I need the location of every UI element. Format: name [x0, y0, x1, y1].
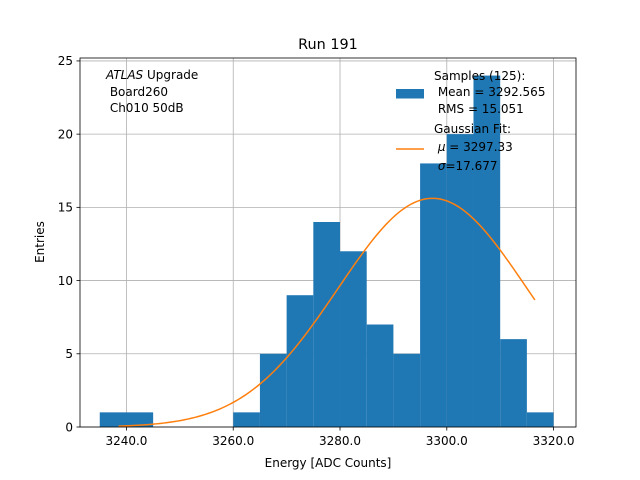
- y-tick-label-2: 10: [58, 274, 73, 288]
- annotation-channel: Ch010 50dB: [106, 101, 184, 115]
- atlas-annotation: ATLAS Upgrade Board260 Ch010 50dB: [105, 68, 198, 115]
- x-tick-label-3: 3300.0: [426, 434, 468, 448]
- legend-fit-mu: μ = 3297.33: [434, 140, 513, 154]
- legend-mu-value: = 3297.33: [445, 140, 512, 154]
- y-tick-label-5: 25: [58, 54, 73, 68]
- axes-frame: [79, 57, 577, 428]
- histogram-bar-5: [340, 251, 367, 427]
- x-axis-label: Energy [ADC Counts]: [265, 456, 392, 470]
- x-tick-label-4: 3320.0: [533, 434, 575, 448]
- histogram-bar-9: [446, 134, 474, 427]
- legend-fit-sigma: σ=17.677: [434, 159, 497, 173]
- legend-sigma-symbol: σ: [438, 159, 446, 173]
- x-axis-ticks: 3240.0 3260.0 3280.0 3300.0 3320.0: [105, 427, 575, 448]
- annotation-board: Board260: [106, 85, 168, 99]
- annotation-atlas: ATLAS: [105, 68, 144, 82]
- legend-fit-title: Gaussian Fit:: [434, 122, 511, 136]
- legend-samples-mean: Mean = 3292.565: [434, 85, 545, 99]
- histogram-bar-11: [500, 339, 527, 427]
- histogram-bar-0: [99, 412, 154, 427]
- histogram-bar-1: [233, 412, 260, 427]
- histogram-bar-8: [420, 163, 447, 427]
- histogram-bar-2: [259, 353, 287, 427]
- gaussian-fit-curve: [118, 197, 536, 427]
- legend-samples-title: Samples (125):: [434, 69, 525, 83]
- legend-samples-rms: RMS = 15.051: [434, 102, 524, 116]
- x-tick-label-0: 3240.0: [105, 434, 147, 448]
- chart-title: Run 191: [298, 37, 358, 53]
- y-axis-label: Entries: [33, 221, 47, 263]
- histogram-bar-10: [473, 75, 501, 428]
- histogram-bar-12: [526, 412, 554, 427]
- histogram-bar-3: [286, 295, 314, 427]
- legend-samples-swatch: [396, 89, 424, 99]
- y-tick-label-1: 5: [65, 347, 73, 361]
- x-tick-label-2: 3280.0: [319, 434, 361, 448]
- legend-sigma-value: =17.677: [445, 159, 497, 173]
- legend-mu-symbol: μ: [437, 140, 446, 154]
- annotation-upgrade: Upgrade: [143, 68, 198, 82]
- histogram-bar-7: [393, 353, 421, 427]
- y-tick-label-4: 20: [58, 127, 73, 141]
- y-axis-ticks: 0 5 10 15 20 25: [58, 54, 80, 434]
- histogram-bar-4: [313, 222, 341, 427]
- legend: Samples (125): Mean = 3292.565 RMS = 15.…: [396, 69, 545, 173]
- x-tick-label-1: 3260.0: [212, 434, 254, 448]
- histogram-bars: [99, 75, 554, 428]
- y-tick-label-3: 15: [58, 201, 73, 215]
- annotation-line-1: ATLAS Upgrade: [105, 68, 198, 82]
- histogram-bar-6: [366, 324, 394, 427]
- y-tick-label-0: 0: [65, 420, 73, 434]
